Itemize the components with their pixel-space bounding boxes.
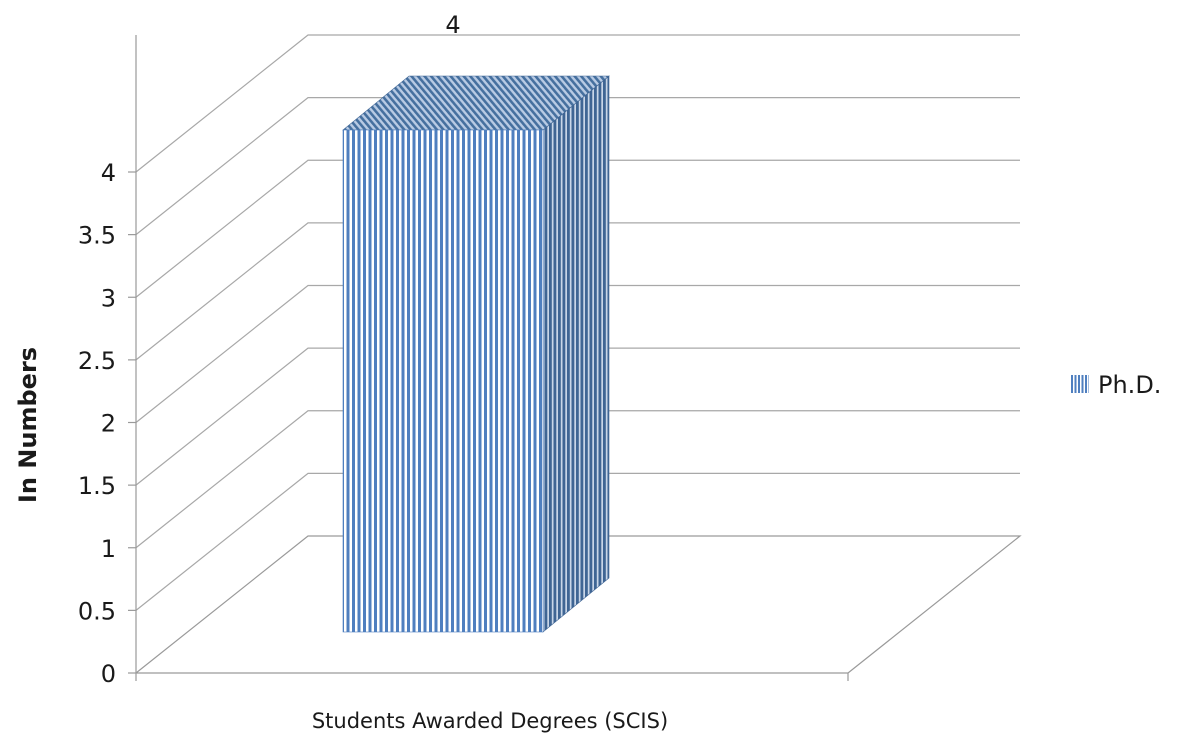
y-tick-label: 3.5 [78,222,116,250]
legend-swatch-phd [1071,375,1089,393]
y-tick-label: 2 [101,410,116,438]
y-tick-labels: 0 0.5 1 1.5 2 2.5 3 3.5 4 [78,159,136,688]
y-tick-label: 4 [101,159,116,187]
bar-front [342,129,544,633]
y-tick-label: 1.5 [78,472,116,500]
legend-label-phd: Ph.D. [1098,371,1161,399]
floor [135,535,1022,674]
gridline [135,410,1020,549]
bar-side [542,75,610,633]
y-tick-label: 1 [101,535,116,563]
category-label: Students Awarded Degrees (SCIS) [312,709,668,733]
bar-phd: 4 [342,11,610,633]
data-label: 4 [445,11,460,39]
y-axis-title: In Numbers [14,347,42,503]
y-tick-label: 3 [101,284,116,312]
bars: 4 [342,11,610,633]
gridline [135,472,1020,611]
legend: Ph.D. [1071,371,1161,399]
gridline [135,284,1020,423]
gridline [135,347,1020,486]
gridlines [135,34,1020,611]
y-tick-label: 0.5 [78,597,116,625]
y-tick-label: 2.5 [78,347,116,375]
gridline [135,97,1020,236]
y-tick-label: 0 [101,660,116,688]
gridline [135,222,1020,361]
gridline [135,34,1020,173]
gridline [135,159,1020,298]
chart-frame [135,35,1022,681]
